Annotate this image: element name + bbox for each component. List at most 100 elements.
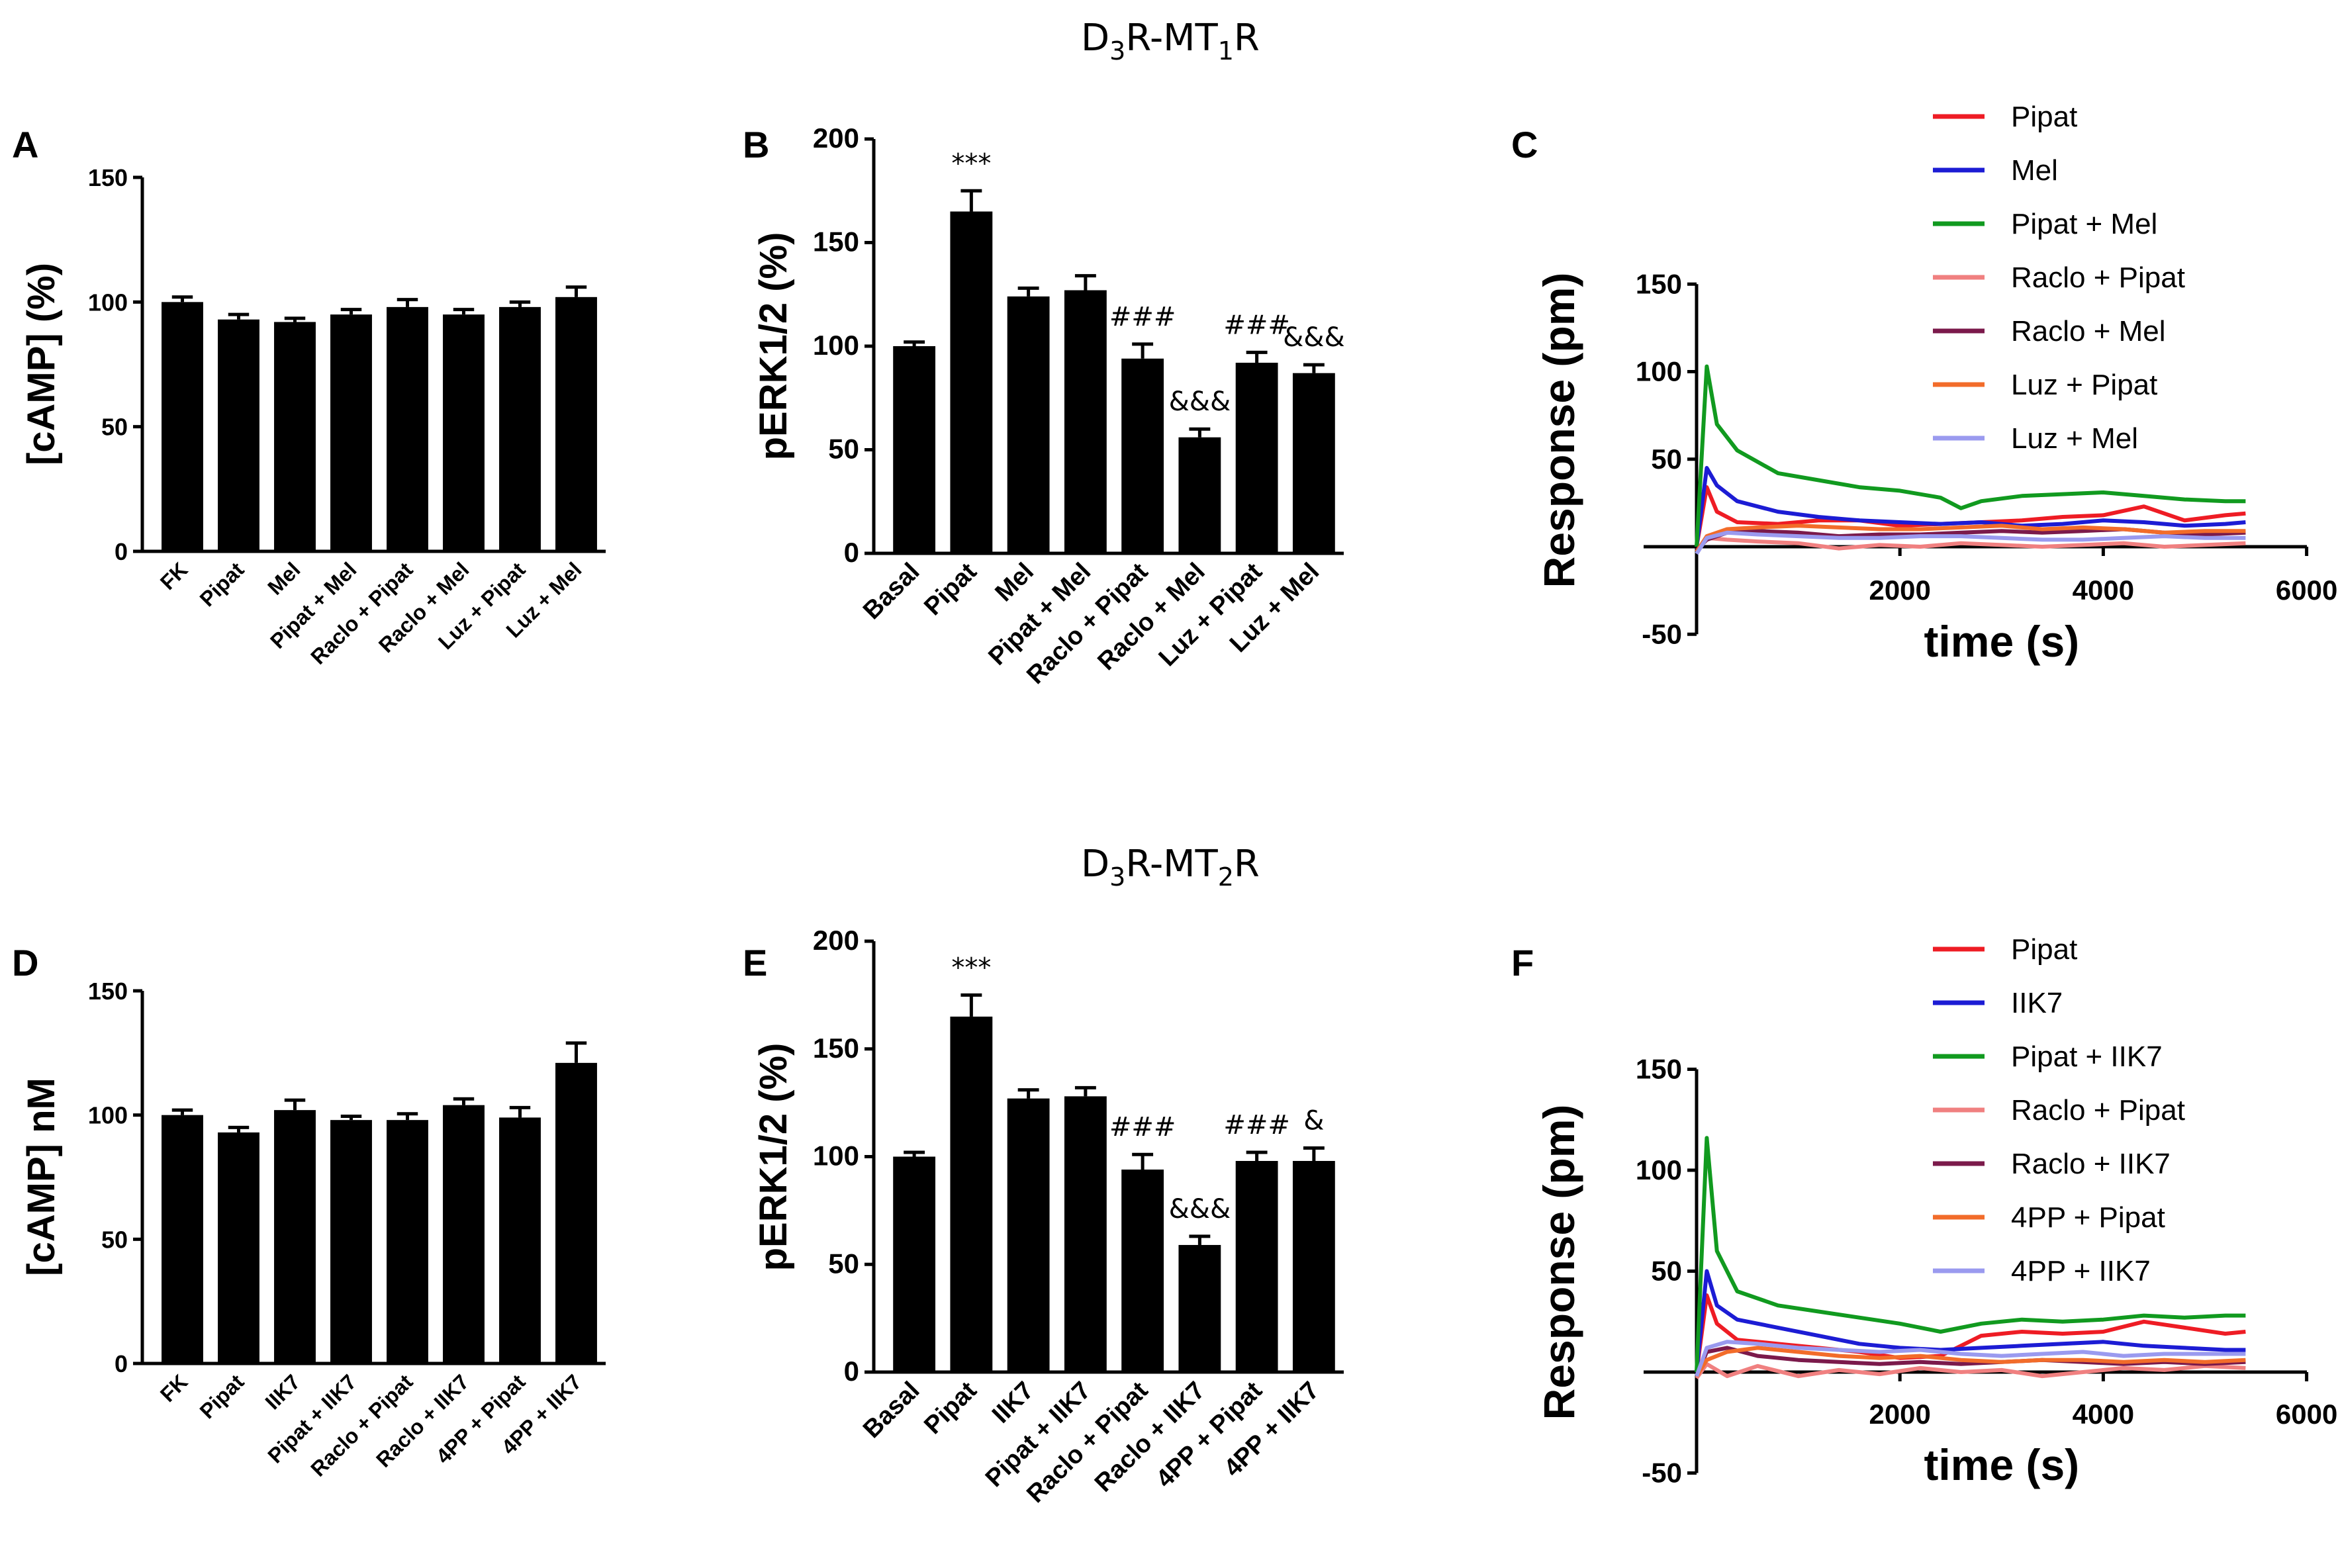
figure-title-top: D3R-MT1R (1081, 17, 1260, 66)
y-tick-label: 50 (828, 434, 859, 465)
y-tick-label: 150 (88, 978, 128, 1005)
bar-pipat (950, 1016, 993, 1372)
y-axis-label: [cAMP] nM (20, 1078, 63, 1276)
series-line-4pp-pipat (1695, 1346, 2246, 1377)
bar-basal (893, 1156, 936, 1372)
legend-label: Luz + Pipat (2011, 369, 2157, 401)
y-tick-label: 50 (1651, 443, 1682, 475)
legend-label: 4PP + IIK7 (2011, 1255, 2151, 1287)
panel-label-f: F (1511, 942, 1534, 984)
panel-label-a: A (12, 124, 38, 165)
y-tick-label: 150 (1636, 1054, 1682, 1085)
y-tick-label: 100 (88, 1102, 128, 1129)
category-label: Pipat (919, 1376, 982, 1440)
panel-label-e: E (743, 942, 767, 984)
category-label: Pipat (919, 557, 982, 621)
y-tick-label: -50 (1642, 1457, 1682, 1489)
category-label: Mel (990, 558, 1039, 608)
series-line-mel (1695, 466, 2246, 547)
significance-annotation: *** (951, 148, 991, 179)
category-label: Mel (263, 557, 304, 599)
y-tick-label: 50 (101, 1226, 128, 1253)
bar-pipat (218, 319, 259, 551)
y-tick-label: 0 (115, 1350, 128, 1377)
legend-label: Raclo + Pipat (2011, 1094, 2185, 1127)
category-label: FK (156, 557, 193, 594)
bar-pipat-iik7 (330, 1120, 372, 1363)
bar-fk (162, 302, 203, 551)
category-label: IIK7 (260, 1369, 304, 1414)
category-label: Basal (858, 1377, 925, 1444)
x-tick-label: 2000 (1869, 575, 1930, 606)
series-line-luz-pipat (1695, 524, 2246, 553)
significance-annotation: ### (1223, 310, 1290, 340)
legend-label: Pipat (2011, 933, 2077, 966)
significance-annotation: ### (1109, 302, 1176, 332)
series-line-4pp-iik7 (1695, 1340, 2246, 1377)
y-axis-label: [cAMP] (%) (20, 263, 63, 465)
x-tick-label: 6000 (2276, 1399, 2337, 1430)
bar-raclo-mel (443, 314, 485, 551)
y-axis-label: Response (pm) (1534, 273, 1583, 588)
y-tick-label: -50 (1642, 618, 1682, 649)
category-label: FK (156, 1369, 193, 1407)
bar-pipat (950, 211, 993, 553)
legend-label: 4PP + Pipat (2011, 1201, 2165, 1234)
y-tick-label: 100 (813, 330, 859, 361)
y-tick-label: 150 (1636, 268, 1682, 299)
bar-iik7 (274, 1110, 316, 1363)
bar-raclo-pipat (387, 1120, 428, 1363)
significance-annotation: &&& (1283, 322, 1345, 353)
category-label: Basal (858, 558, 925, 625)
bar-luz-pipat (1235, 363, 1278, 553)
y-axis-label: pERK1/2 (%) (752, 1043, 795, 1271)
x-axis-label: time (s) (1924, 1440, 2079, 1489)
y-tick-label: 0 (115, 538, 128, 565)
y-axis-label: Response (pm) (1534, 1105, 1583, 1420)
series-line-raclo-pipat (1695, 535, 2246, 553)
series-line-pipat (1695, 1293, 2246, 1373)
series-line-pipat-iik7 (1695, 1136, 2246, 1373)
y-tick-label: 0 (844, 1356, 859, 1387)
y-tick-label: 50 (101, 414, 128, 441)
bar-raclo-pipat (1121, 1170, 1164, 1372)
bar-raclo-mel (1178, 437, 1221, 553)
y-tick-label: 150 (813, 226, 859, 257)
bar-basal (893, 346, 936, 553)
y-tick-label: 50 (1651, 1256, 1682, 1287)
legend-label: Raclo + IIK7 (2011, 1148, 2171, 1180)
bar-raclo-iik7 (443, 1105, 485, 1363)
y-tick-label: 150 (88, 164, 128, 191)
significance-annotation: ### (1223, 1110, 1290, 1140)
chart-panel-f: -50 50 100 150 2000 4000 6000 time (s) Response … (1534, 933, 2337, 1489)
significance-annotation: *** (951, 952, 991, 983)
x-tick-label: 6000 (2276, 575, 2337, 606)
bar-luz-mel (555, 297, 597, 551)
category-label: Pipat (195, 557, 249, 611)
y-tick-label: 100 (1636, 356, 1682, 387)
bar-raclo-pipat (387, 306, 428, 551)
y-tick-label: 100 (1636, 1154, 1682, 1185)
legend-label: IIK7 (2011, 987, 2063, 1019)
bar-iik7 (1007, 1098, 1050, 1372)
bar-4pp-iik7 (1292, 1161, 1335, 1372)
bar-pipat (218, 1132, 259, 1363)
bar-4pp-pipat (1235, 1161, 1278, 1372)
legend-label: Pipat + IIK7 (2011, 1040, 2163, 1073)
y-tick-label: 150 (813, 1033, 859, 1064)
bar-pipat-mel (330, 314, 372, 551)
legend-label: Pipat + Mel (2011, 208, 2157, 240)
y-tick-label: 200 (813, 122, 859, 154)
x-axis-label: time (s) (1924, 617, 2079, 666)
y-axis-label: pERK1/2 (%) (752, 232, 795, 461)
bar-luz-mel (1292, 373, 1335, 553)
legend-label: Pipat (2011, 101, 2077, 133)
legend-label: Raclo + Pipat (2011, 261, 2185, 294)
significance-annotation: & (1303, 1105, 1324, 1136)
x-tick-label: 2000 (1869, 1399, 1930, 1430)
bar-luz-pipat (499, 306, 541, 551)
